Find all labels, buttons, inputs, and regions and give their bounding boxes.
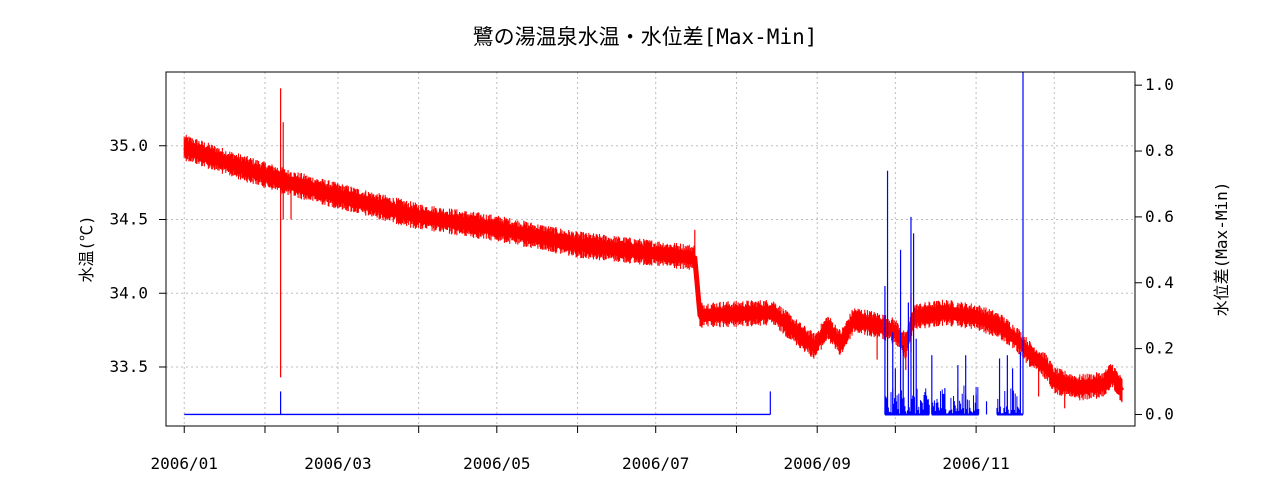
- y-tick-label-right: 1.0: [1145, 75, 1174, 94]
- y-tick-label-right: 0.0: [1145, 404, 1174, 423]
- grid: [166, 72, 1135, 426]
- temperature-series: [183, 88, 1125, 409]
- x-tick-label: 2006/11: [942, 454, 1009, 473]
- x-tick-label: 2006/03: [304, 454, 371, 473]
- x-tick-label: 2006/01: [151, 454, 218, 473]
- water-level-series: [184, 72, 1024, 416]
- y-tick-label-left: 33.5: [109, 357, 148, 376]
- water-level-burst: [996, 385, 1024, 415]
- y-tick-label-right: 0.8: [1145, 141, 1174, 160]
- temperature-line: [183, 144, 1125, 392]
- y-tick-label-right: 0.6: [1145, 207, 1174, 226]
- y-axis-label-right: 水位差(Max-Min): [1212, 182, 1231, 317]
- chart-title: 鷺の湯温泉水温・水位差[Max-Min]: [473, 25, 818, 49]
- plot-frame: [165, 71, 1136, 427]
- y-tick-label-right: 0.2: [1145, 339, 1174, 358]
- axes: 2006/01 2006/03 2006/05 2006/07 2006/09 2006/…: [109, 75, 1173, 473]
- x-tick-label: 2006/07: [622, 454, 689, 473]
- x-tick-label: 2006/09: [783, 454, 850, 473]
- water-level-burst: [931, 385, 980, 415]
- y-tick-label-left: 35.0: [109, 136, 148, 155]
- y-tick-label-left: 34.0: [109, 283, 148, 302]
- y-tick-label-left: 34.5: [109, 210, 148, 229]
- temperature-band: [183, 134, 1123, 403]
- water-level-burst: [884, 388, 930, 415]
- x-tick-label: 2006/05: [463, 454, 530, 473]
- y-tick-label-right: 0.4: [1145, 273, 1174, 292]
- y-axis-label-left: 水温(℃): [77, 215, 96, 282]
